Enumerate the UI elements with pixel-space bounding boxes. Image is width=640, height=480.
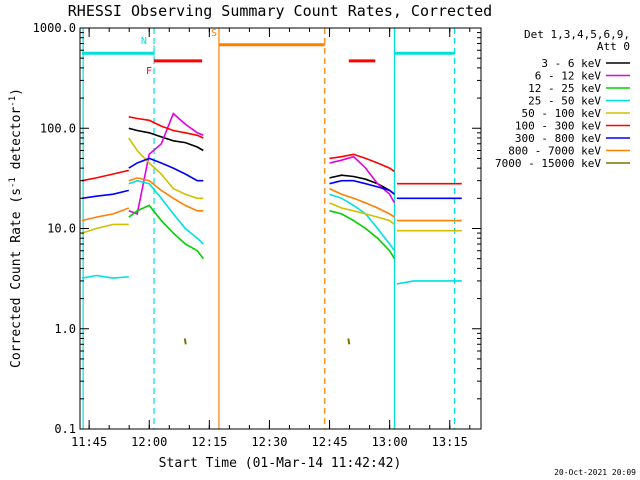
series-lines — [81, 112, 462, 345]
y-tick-label: 10.0 — [47, 222, 76, 236]
series-3-segment-1 — [128, 204, 204, 260]
x-tick-label: 12:30 — [251, 435, 287, 449]
series-7-segment-3 — [329, 179, 395, 195]
y-label-sup-1: -1 — [8, 177, 18, 188]
x-tick-label: 12:00 — [131, 435, 167, 449]
x-axis: 11:45 12:00 12:15 12:30 12:45 13:00 13:15 — [71, 28, 471, 449]
flag-label-S: S — [211, 28, 217, 39]
flag-label-F: F — [146, 66, 152, 77]
x-tick-label: 12:45 — [311, 435, 347, 449]
y-label-close: ) — [9, 88, 24, 96]
y-tick-label: 1000.0 — [33, 21, 76, 35]
y-label-text: Corrected Count Rate (s — [9, 188, 24, 368]
series-4-segment-2 — [128, 179, 204, 245]
chart-title: RHESSI Observing Summary Count Rates, Co… — [68, 2, 492, 20]
time-markers — [82, 28, 456, 429]
series-6-segment-3 — [329, 153, 395, 173]
series-6-segment-1 — [81, 169, 129, 182]
y-tick-label: 0.1 — [54, 422, 76, 436]
series-8-segment-1 — [81, 207, 130, 222]
legend-label-7: 300 - 800 keV — [515, 132, 601, 145]
legend-header: Det 1,3,4,5,6,9, — [524, 28, 630, 41]
x-tick-label: 12:15 — [191, 435, 227, 449]
series-3-segment-2 — [329, 210, 396, 260]
flag-bars: N F S — [81, 28, 455, 77]
y-axis-label: Corrected Count Rate (s-1 detector-1) — [8, 88, 24, 368]
y-tick-label: 100.0 — [40, 121, 76, 135]
series-6-segment-2 — [128, 116, 204, 139]
series-9-segment-2 — [347, 338, 351, 345]
legend-label-2: 6 - 12 keV — [535, 70, 602, 83]
y-label-detector: detector — [9, 107, 24, 178]
x-axis-label: Start Time (01-Mar-14 11:42:42) — [159, 456, 402, 471]
series-8-segment-3 — [329, 187, 395, 218]
y-tick-label: 1.0 — [54, 322, 76, 336]
series-5-segment-3 — [329, 202, 395, 226]
legend-label-4: 25 - 50 keV — [528, 95, 601, 108]
x-tick-label: 11:45 — [71, 435, 107, 449]
legend-label-1: 3 - 6 keV — [541, 57, 601, 70]
y-label-sup-2: -1 — [8, 96, 18, 107]
series-4-segment-3 — [329, 193, 396, 252]
legend-label-9: 7000 - 15000 keV — [495, 157, 601, 170]
series-4-segment-4 — [396, 280, 462, 285]
footer-timestamp: 20-Oct-2021 20:09 — [554, 468, 636, 477]
plot-frame — [79, 27, 482, 430]
series-5-segment-2 — [128, 137, 204, 200]
legend-subheader: Att 0 — [597, 40, 630, 53]
legend-label-5: 50 - 100 keV — [522, 107, 602, 120]
y-axis: 1000.0 100.0 10.0 1.0 0.1 — [33, 21, 481, 436]
legend-label-8: 800 - 7000 keV — [508, 145, 601, 158]
x-tick-label: 13:15 — [432, 435, 468, 449]
legend-label-3: 12 - 25 keV — [528, 82, 601, 95]
series-1-segment-1 — [128, 127, 204, 152]
legend-label-6: 100 - 300 keV — [515, 120, 601, 133]
series-8-segment-2 — [128, 177, 204, 212]
series-2-segment-2 — [329, 155, 396, 204]
series-4-segment-1 — [81, 274, 129, 279]
series-1-segment-2 — [329, 174, 395, 195]
flag-label-N: N — [141, 36, 147, 47]
series-9-segment-1 — [183, 338, 187, 345]
series-5-segment-1 — [81, 223, 129, 234]
series-7-segment-1 — [81, 189, 129, 200]
x-tick-label: 13:00 — [372, 435, 408, 449]
series-7-segment-2 — [128, 157, 204, 182]
